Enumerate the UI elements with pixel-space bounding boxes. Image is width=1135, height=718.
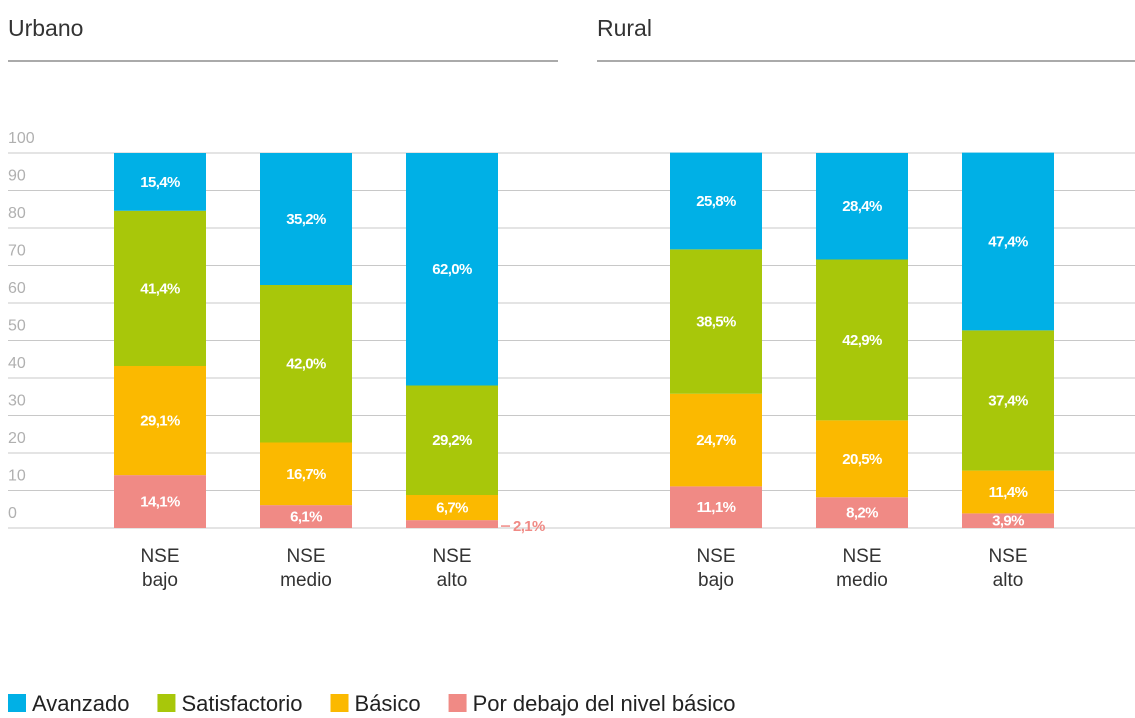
x-tick-label: medio [836,570,888,591]
bar-segment [670,393,762,487]
value-label: 16,7% [286,466,326,483]
panel-title: Rural [597,15,652,41]
x-tick-label: bajo [142,570,178,591]
value-label: 14,1% [140,494,180,511]
bar-segment [406,153,498,386]
legend-swatch [330,694,349,712]
bar-segment [260,505,352,528]
y-tick-label: 0 [8,505,17,522]
x-tick-label: NSE [988,546,1027,567]
value-label: 41,4% [140,280,180,297]
x-tick-label: NSE [696,546,735,567]
value-label: 11,1% [697,499,736,516]
value-label: 47,4% [988,233,1028,250]
legend-label: Avanzado [32,691,129,716]
value-label: 15,4% [140,174,180,191]
value-label: 29,1% [140,413,180,430]
legend-swatch [157,694,176,712]
bar-segment [962,470,1054,514]
legend-label: Por debajo del nivel básico [473,691,736,716]
value-label: 62,0% [432,261,472,278]
bar-segment [816,497,908,528]
bar-segment [114,153,206,211]
value-label: 28,4% [842,198,882,215]
bar-segment [816,420,908,498]
value-label: 35,2% [286,211,326,228]
x-tick-label: NSE [286,546,325,567]
y-tick-label: 100 [8,130,35,147]
bar-segment [670,249,762,394]
x-tick-label: bajo [698,570,734,591]
x-tick-label: NSE [432,546,471,567]
x-tick-label: alto [993,570,1024,591]
bar-segment [114,366,206,476]
y-tick-label: 80 [8,205,26,222]
bar-segment [670,486,762,528]
bar-segment [260,153,352,285]
legend-swatch [8,694,26,712]
bar-segment [406,385,498,495]
value-label: 25,8% [696,193,736,210]
y-tick-label: 40 [8,355,26,372]
bar-segment [260,285,352,443]
value-label: 37,4% [988,392,1028,409]
bar-segment [670,152,762,250]
x-tick-label: alto [437,570,468,591]
value-label: 24,7% [696,432,736,449]
value-label: 20,5% [842,451,882,468]
bar-segment [406,495,498,521]
x-tick-label: medio [280,570,332,591]
y-tick-label: 60 [8,280,26,297]
panel-title: Urbano [8,15,83,41]
legend-swatch [448,694,467,712]
value-label: 8,2% [846,505,878,522]
y-tick-label: 50 [8,318,26,335]
y-tick-label: 30 [8,393,26,410]
value-label: 2,1% [513,518,545,535]
bar-segment [114,475,206,528]
bar-segment [406,520,498,528]
y-tick-label: 10 [8,468,26,485]
x-tick-label: NSE [842,546,881,567]
y-tick-label: 90 [8,168,26,185]
value-label: 42,9% [842,332,882,349]
value-label: 38,5% [696,314,736,331]
bar-segment [114,210,206,366]
value-label: 29,2% [432,432,472,449]
legend-label: Satisfactorio [181,691,302,716]
value-label: 42,0% [286,356,326,373]
bar-segment [962,152,1054,331]
bar-segment [962,513,1054,528]
x-tick-label: NSE [140,546,179,567]
bar-segment [962,330,1054,471]
bar-segment [816,259,908,421]
value-label: 6,7% [436,500,468,517]
y-tick-label: 20 [8,430,26,447]
bar-segment [260,442,352,506]
legend-label: Básico [355,691,421,716]
value-label: 11,4% [989,484,1028,501]
value-label: 6,1% [290,509,322,526]
bar-segment [816,153,908,260]
y-tick-label: 70 [8,243,26,260]
value-label: 3,9% [992,513,1024,530]
